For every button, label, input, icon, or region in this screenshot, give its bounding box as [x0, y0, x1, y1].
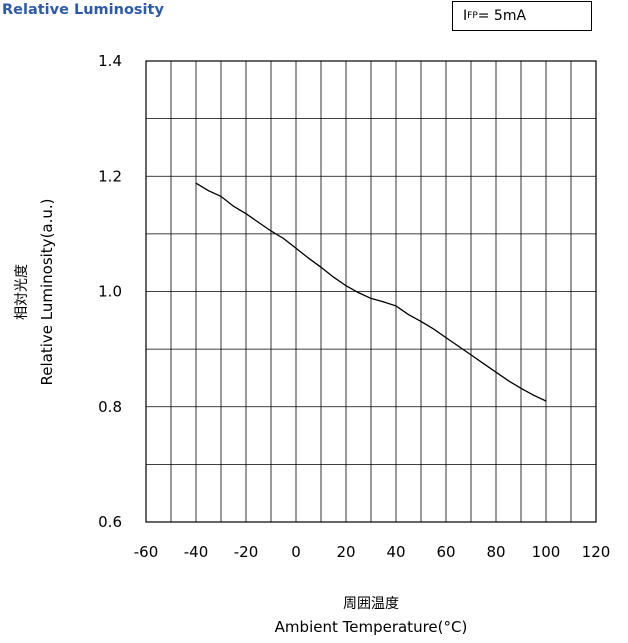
data-point	[495, 371, 497, 373]
data-point	[532, 394, 535, 396]
data-point	[220, 195, 222, 198]
grid	[146, 61, 596, 522]
data-point	[332, 276, 335, 278]
data-point	[370, 297, 372, 300]
data-point	[520, 387, 522, 389]
y-tick-label: 0.8	[98, 398, 122, 416]
data-point	[407, 313, 410, 316]
x-tick-label: 0	[291, 543, 301, 561]
y-axis-label-jp: 相対光度	[14, 264, 30, 320]
x-tick-label: 100	[532, 543, 561, 561]
data-point	[482, 362, 485, 365]
data-point	[270, 230, 272, 232]
plot-frame	[145, 60, 597, 523]
x-tick-label: 120	[582, 543, 611, 561]
data-point	[432, 328, 435, 330]
data-point	[445, 337, 447, 339]
data-point	[232, 205, 235, 207]
condition-subscript: FP	[467, 11, 478, 21]
y-tick-label: 1.2	[98, 167, 122, 185]
x-tick-label: 60	[436, 543, 455, 561]
data-point	[345, 285, 347, 287]
data-point	[470, 354, 472, 356]
chart-title: Relative Luminosity	[2, 2, 164, 18]
y-tick-label: 0.6	[98, 513, 122, 531]
x-tick-label: 80	[486, 543, 505, 561]
data-point	[357, 292, 360, 294]
data-point	[507, 380, 510, 382]
x-axis-label: Ambient Temperature(°C)	[275, 618, 468, 636]
data-point	[382, 301, 385, 303]
data-point	[245, 213, 247, 215]
data-point	[320, 266, 322, 268]
y-tick-label: 1.4	[98, 52, 122, 70]
x-tick-label: -40	[184, 543, 209, 561]
x-tick-label: -60	[134, 543, 159, 561]
data-point	[307, 257, 310, 259]
data-point	[457, 345, 460, 347]
y-tick-labels: 0.6 0.8 1.0 1.2 1.4	[98, 52, 122, 531]
data-point	[282, 237, 285, 240]
x-tick-label: -20	[234, 543, 259, 561]
data-point	[257, 221, 260, 223]
data-point	[195, 182, 197, 184]
x-tick-labels: -60 -40 -20 0 20 40 60 80 100 120	[134, 543, 611, 561]
condition-box: I FP = 5mA	[452, 1, 592, 31]
x-tick-label: 40	[386, 543, 405, 561]
x-tick-label: 20	[336, 543, 355, 561]
data-point	[295, 247, 297, 249]
series-points	[195, 182, 547, 402]
condition-value: = 5mA	[477, 8, 527, 24]
condition-symbol: I	[463, 8, 468, 24]
data-point	[420, 320, 422, 323]
data-point	[545, 400, 547, 402]
data-point	[207, 190, 210, 192]
y-tick-label: 1.0	[98, 283, 122, 301]
data-point	[395, 305, 397, 307]
y-axis-label: Relative Luminosity(a.u.)	[38, 198, 56, 385]
x-axis-label-jp: 周囲温度	[343, 596, 399, 612]
